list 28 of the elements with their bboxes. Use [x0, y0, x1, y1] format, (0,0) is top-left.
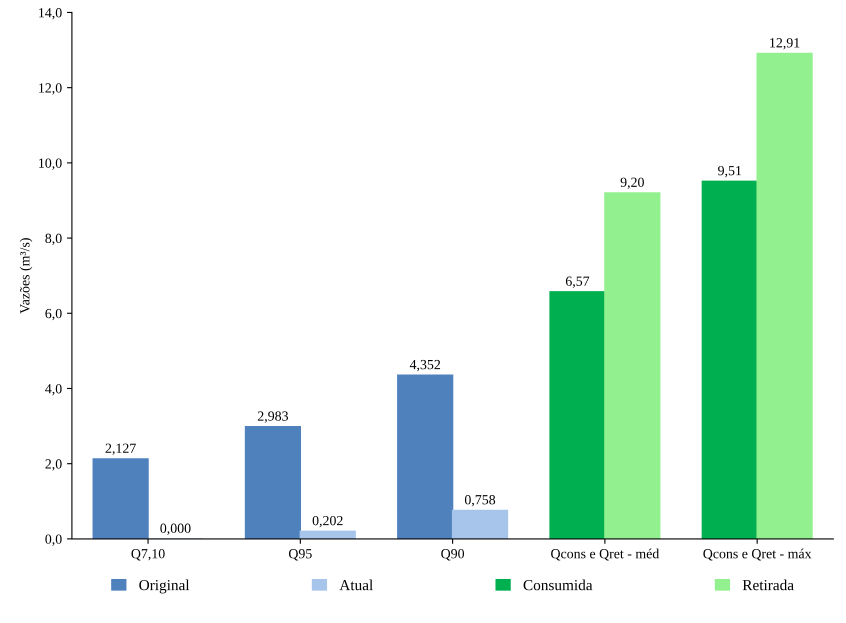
legend-label: Retirada	[742, 580, 794, 590]
x-tick-label: Q90	[441, 549, 464, 561]
x-tick-label: Qcons e Qret - méd	[551, 548, 660, 561]
data-label: 2,983	[258, 411, 288, 423]
legend-label: Original	[139, 580, 190, 594]
y-tick-label: 14,0	[39, 8, 62, 20]
y-tick-label: 4,0	[45, 384, 62, 396]
y-tick-label: 8,0	[45, 234, 62, 246]
x-tick-label: Q7,10	[131, 549, 165, 561]
data-label: 0,000	[160, 524, 191, 535]
legend-label: Atual	[339, 580, 373, 590]
legend-label: Consumida	[524, 580, 592, 590]
y-axis-title: Vazões (m³/s)	[20, 238, 32, 314]
data-label: 12,91	[770, 38, 800, 50]
data-label: 9,20	[620, 178, 644, 189]
data-label: 9,51	[718, 166, 742, 178]
y-tick-label: 10,0	[39, 158, 62, 170]
data-label: 0,758	[464, 495, 496, 506]
x-tick-label: Qcons e Qret - máx	[703, 548, 812, 561]
y-tick-label: 12,0	[39, 83, 62, 95]
y-tick-label: 6,0	[45, 308, 62, 320]
y-tick-label: 0,0	[45, 534, 62, 546]
data-label: 2,127	[106, 444, 136, 455]
y-tick-label: 2,0	[45, 459, 62, 471]
data-label: 0,202	[312, 516, 343, 528]
x-tick-label: Q95	[288, 549, 312, 561]
data-label: 4,352	[410, 360, 440, 372]
data-label: 6,57	[566, 276, 590, 288]
